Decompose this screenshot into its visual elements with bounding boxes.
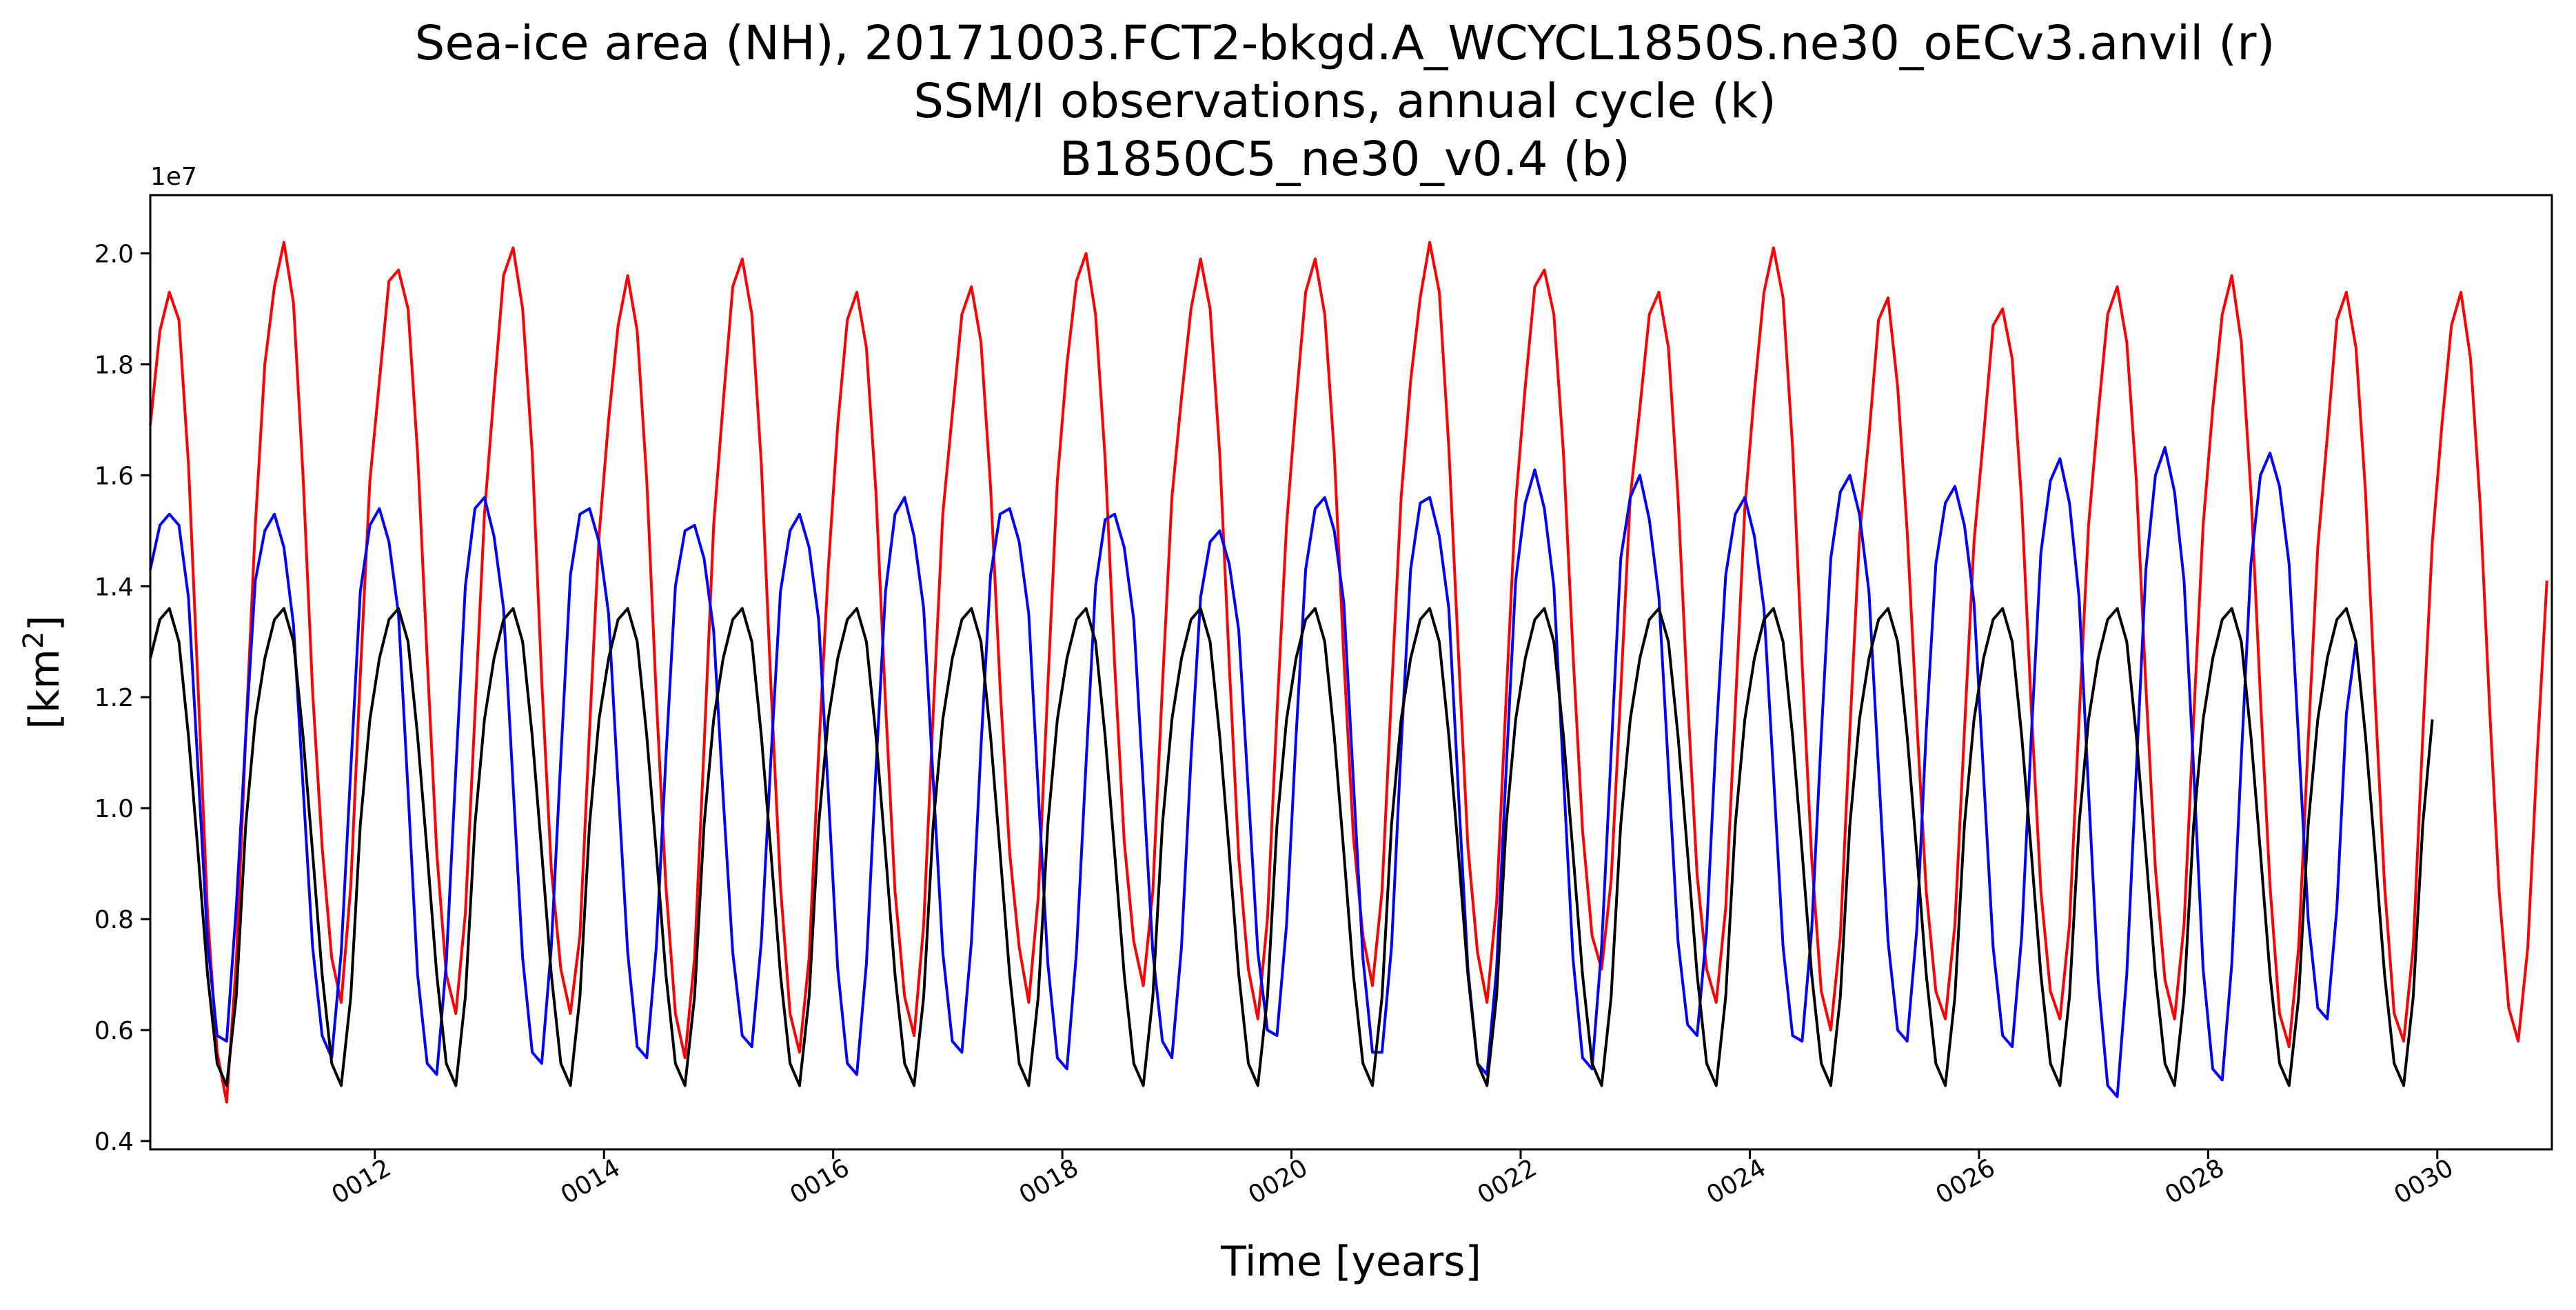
y-tick-label: 1.6 (94, 462, 134, 490)
series-line-1 (149, 446, 2357, 1098)
y-axis-label-end: ] (21, 615, 69, 631)
y-axis-label-base: [km (21, 649, 69, 729)
plot-frame (149, 194, 2553, 1151)
y-tick-label: 0.8 (94, 906, 134, 934)
y-tick-label: 1.4 (94, 573, 134, 601)
y-axis-offset-label: 1e7 (150, 163, 197, 191)
x-axis-label: Time [years] (1220, 1238, 1481, 1286)
series-line-0 (149, 241, 2548, 1104)
y-axis-label: [km2] (18, 615, 69, 729)
chart-title-line-2: SSM/I observations, annual cycle (k) (913, 74, 1776, 129)
plot-area (149, 194, 2553, 1151)
chart-title-line-1: Sea-ice area (NH), 20171003.FCT2-bkgd.A_… (415, 16, 2275, 71)
y-tick-label: 1.2 (94, 684, 134, 712)
y-tick-label: 1.0 (94, 795, 134, 823)
chart-title-line-3: B1850C5_ne30_v0.4 (b) (1059, 132, 1630, 187)
series-line-2 (149, 607, 2434, 1087)
chart-title: Sea-ice area (NH), 20171003.FCT2-bkgd.A_… (415, 16, 2275, 187)
y-tick-label: 0.4 (94, 1128, 134, 1156)
y-tick-label: 1.8 (94, 351, 134, 379)
y-axis-label-superscript: 2 (18, 632, 50, 649)
series-lines (149, 241, 2548, 1104)
y-tick-label: 2.0 (94, 240, 134, 268)
y-tick-label: 0.6 (94, 1017, 134, 1045)
y-axis-ticks: 0.4 0.6 0.8 1.0 1.2 1.4 1.6 1.8 2.0 (94, 240, 150, 1156)
